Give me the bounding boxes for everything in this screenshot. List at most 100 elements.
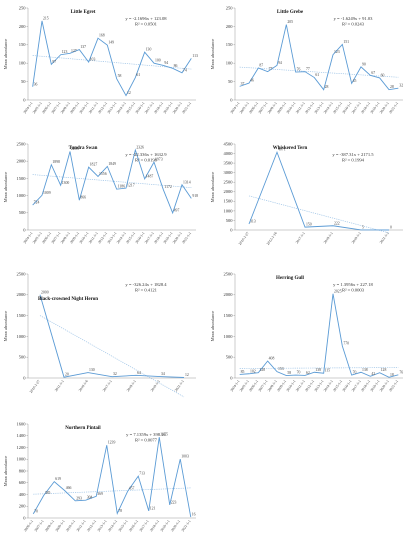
data-label: 149 — [108, 41, 114, 45]
trend-line — [32, 174, 192, 189]
y-axis-label: Mean abundance — [3, 311, 8, 342]
x-tick-label: 2012-1-1 — [86, 519, 97, 532]
x-tick-label: 2012-1-1 — [304, 379, 315, 392]
x-tick-label: 2004-1-1 — [23, 231, 34, 244]
x-tick-label: 2012-1-16 — [266, 231, 278, 246]
y-tick-label: 2000 — [224, 189, 234, 194]
data-label: 770 — [343, 341, 349, 345]
data-label: 128 — [381, 368, 387, 372]
y-tick-label: 100 — [226, 61, 234, 66]
x-tick-label: 2020-1-1 — [172, 101, 183, 114]
x-tick-label: 2013-1-1 — [107, 101, 118, 114]
y-tick-label: 2000 — [224, 292, 234, 297]
data-label: 123 — [334, 50, 340, 54]
data-label: 1849 — [108, 162, 116, 166]
data-line — [39, 294, 185, 378]
data-label: 2326 — [136, 145, 144, 149]
x-tick-label: 2021-1-1 — [181, 101, 192, 114]
x-tick-label: 2020-1-1 — [379, 379, 390, 392]
data-label: 70 — [297, 371, 301, 375]
data-line — [32, 437, 192, 518]
trend-equation: y = -1.6249x + 91.03 — [334, 16, 374, 21]
data-label: 5 — [362, 225, 364, 229]
x-tick-label: 2004-1-1 — [230, 101, 241, 114]
data-line — [32, 148, 192, 215]
x-tick-label: 2015-1-1 — [118, 519, 129, 532]
x-tick-label: 2006-1-1 — [23, 519, 34, 532]
x-tick-label: 2018-1-1 — [323, 231, 334, 244]
x-tick-label: 2009-1-1 — [55, 519, 66, 532]
x-tick-label: 2011-1-1 — [295, 101, 306, 114]
x-tick-label: 2016-1-1 — [135, 101, 146, 114]
data-line — [239, 293, 399, 378]
data-label: 46 — [250, 79, 254, 83]
x-tick-label: 2015-1-1 — [332, 379, 343, 392]
data-label: 77 — [306, 67, 310, 71]
x-tick-label: 2017-1-1 — [295, 231, 306, 244]
data-line — [32, 20, 192, 97]
data-label: 304 — [87, 496, 93, 500]
x-tick-label: 2005-1-1 — [32, 101, 43, 114]
x-tick-label: 2013-1-1 — [314, 379, 325, 392]
x-tick-label: 2021-1-1 — [181, 519, 192, 532]
x-tick-label: 2021-1-1 — [379, 231, 390, 244]
x-tick-label: 2011-1-1 — [88, 101, 99, 114]
data-label: 12 — [185, 373, 189, 377]
x-tick-label: 2017-1-1 — [139, 519, 150, 532]
data-label: 1314 — [183, 180, 191, 184]
data-label: 293 — [76, 496, 82, 500]
data-label: 1300 — [62, 181, 70, 185]
trend-equation: y = -22.336x + 1632.9 — [125, 152, 167, 157]
y-tick-label: 500 — [226, 218, 234, 223]
data-label: 1827 — [90, 163, 98, 167]
y-axis-label: Mean abundance — [3, 39, 8, 70]
x-tick-label: 2008-1-1 — [267, 101, 278, 114]
x-tick-label: 2005-1-1 — [239, 101, 250, 114]
data-label: 103 — [90, 58, 96, 62]
y-tick-label: 4500 — [224, 141, 234, 146]
x-tick-label: 2018-1-1 — [153, 231, 164, 244]
data-label: 76 — [297, 68, 301, 72]
data-label: 138 — [362, 368, 368, 372]
y-tick-label: 3000 — [224, 170, 234, 175]
data-label: 70 — [34, 509, 38, 513]
y-axis-label: Mean abundance — [210, 172, 215, 203]
data-label: 87 — [259, 63, 263, 67]
y-tick-label: 1000 — [17, 334, 27, 339]
x-tick-label: 2017-1-1 — [351, 379, 362, 392]
x-tick-label: 2020-1-1 — [170, 519, 181, 532]
data-label: 1186 — [118, 185, 126, 189]
y-tick-label: 800 — [19, 468, 27, 473]
x-tick-label: 2004-1-1 — [23, 101, 34, 114]
data-label: 619 — [55, 477, 61, 481]
y-tick-label: 2000 — [17, 159, 27, 164]
data-label: 138 — [315, 368, 321, 372]
y-tick-label: 1600 — [17, 421, 27, 426]
x-tick-label: 2016-1-1 — [342, 101, 353, 114]
x-tick-label: 2009-1-1 — [276, 101, 287, 114]
data-label: 1487 — [146, 174, 154, 178]
data-label: 1973 — [155, 158, 163, 162]
x-tick-label: 2013-1-1 — [97, 519, 108, 532]
y-tick-label: 2000 — [17, 292, 27, 297]
data-label: 222 — [334, 221, 340, 225]
data-label: 713 — [139, 472, 145, 476]
x-tick-label: 2004-1-1 — [230, 379, 241, 392]
trend-equation: y = -2.1696x + 123.08 — [125, 16, 167, 21]
data-label: 1239 — [108, 441, 116, 445]
data-label: 18 — [390, 373, 394, 377]
y-tick-label: 0 — [23, 97, 26, 102]
x-tick-label: 2011-1-1 — [54, 379, 65, 392]
data-label: 205 — [287, 20, 293, 24]
x-tick-label: 2006-1-1 — [248, 101, 259, 114]
data-label: 130 — [146, 48, 152, 52]
x-tick-label: 2019-1-1 — [370, 379, 381, 392]
x-tick-label: 2016-1-1 — [342, 379, 353, 392]
x-tick-label: 2008-1-1 — [60, 101, 71, 114]
y-tick-label: 200 — [19, 24, 27, 29]
y-tick-label: 1000 — [17, 457, 27, 462]
data-label: 61 — [315, 73, 319, 77]
y-axis-label: Mean abundance — [3, 172, 8, 203]
data-label: 128 — [259, 368, 265, 372]
